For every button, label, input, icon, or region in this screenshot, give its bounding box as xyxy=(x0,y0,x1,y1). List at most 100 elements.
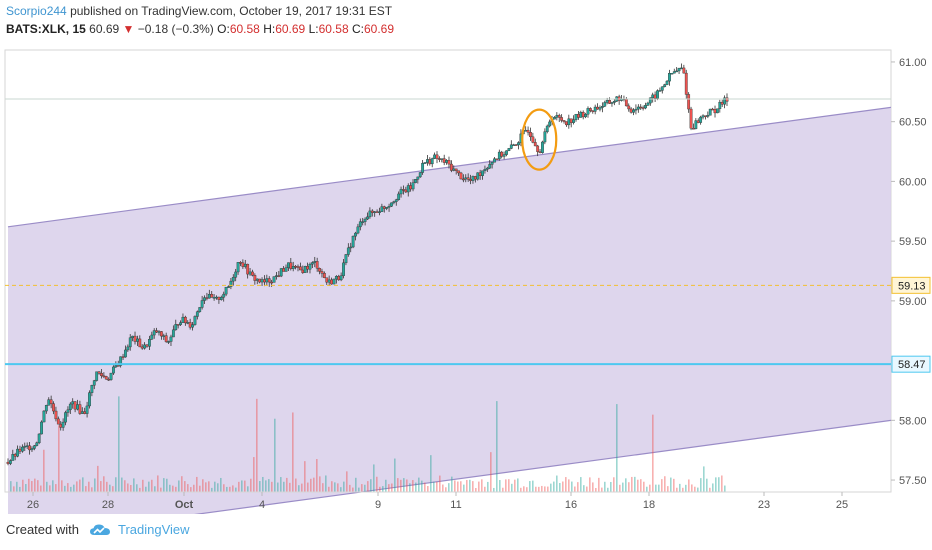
volume-bar xyxy=(163,478,165,492)
volume-bar xyxy=(316,459,318,492)
volume-bar xyxy=(622,482,624,492)
candle-body xyxy=(507,148,511,151)
volume-bar xyxy=(319,476,321,492)
candle-body xyxy=(212,297,216,299)
candle-body xyxy=(485,167,489,170)
volume-bar xyxy=(139,487,141,492)
volume-bar xyxy=(427,486,429,492)
high-label: H: xyxy=(263,22,276,36)
volume-bar xyxy=(664,476,666,492)
price-chart[interactable]: 61.00 60.50 60.00 59.50 59.00 58.00 57.50 59.13… xyxy=(0,44,932,514)
candle-body xyxy=(404,189,408,193)
candle-body xyxy=(653,94,657,99)
candle-body xyxy=(440,158,444,160)
candle-body xyxy=(402,189,405,191)
low-value: 60.58 xyxy=(318,22,349,36)
horizontal-lines xyxy=(5,98,891,366)
volume-bar xyxy=(190,487,192,492)
candle-body xyxy=(644,105,647,109)
volume-bar xyxy=(355,477,357,492)
price-axis[interactable]: 61.00 60.50 60.00 59.50 59.00 58.00 57.50 59.13… xyxy=(891,57,931,487)
candle-body xyxy=(186,322,190,324)
candle-body xyxy=(517,142,520,146)
candle-body xyxy=(464,177,468,180)
volume-bar xyxy=(76,481,78,492)
volume-bar xyxy=(460,481,462,492)
candle-body xyxy=(131,335,135,338)
candle-body xyxy=(378,211,381,213)
volume-bar xyxy=(700,478,702,492)
volume-bar xyxy=(433,481,435,492)
candle-body xyxy=(183,316,187,324)
candle-body xyxy=(40,421,43,435)
volume-bar xyxy=(517,478,519,492)
candle-body xyxy=(610,102,614,104)
volume-bar xyxy=(325,475,327,492)
volume-bar xyxy=(373,464,375,492)
candle-body xyxy=(37,433,41,444)
candle-body xyxy=(104,376,108,380)
x-tick-label: 28 xyxy=(102,499,114,511)
candle-body xyxy=(375,211,379,213)
candle-body xyxy=(16,448,19,457)
candle-body xyxy=(711,108,715,111)
publish-line: Scorpio244 published on TradingView.com,… xyxy=(6,4,392,18)
volume-bar xyxy=(388,484,390,492)
volume-bar xyxy=(166,478,168,492)
candle-body xyxy=(634,108,638,111)
candle-body xyxy=(646,102,650,106)
volume-bar xyxy=(232,485,234,492)
last-price: 60.69 xyxy=(89,22,120,36)
candle-body xyxy=(565,121,568,126)
symbol: BATS:XLK, 15 xyxy=(6,22,86,36)
tradingview-link[interactable]: TradingView xyxy=(118,522,190,537)
candle-body xyxy=(265,278,269,283)
candle-body xyxy=(277,275,281,277)
volume-bars xyxy=(10,396,726,492)
candle-body xyxy=(366,216,369,220)
volume-bar xyxy=(133,478,135,492)
volume-bar xyxy=(574,486,576,492)
time-axis[interactable]: 26 28 Oct 4 9 11 16 18 23 25 xyxy=(5,491,891,511)
candle-body xyxy=(54,410,58,420)
candle-body xyxy=(23,445,27,448)
candle-body xyxy=(112,366,115,374)
volume-bar xyxy=(52,480,54,492)
volume-bar xyxy=(241,480,243,492)
volume-bar xyxy=(286,477,288,492)
volume-bar xyxy=(238,481,240,492)
candle-body xyxy=(629,108,633,113)
candle-body xyxy=(449,163,453,171)
candle-body xyxy=(210,294,214,298)
volume-bar xyxy=(610,481,612,492)
candle-body xyxy=(680,67,683,70)
volume-bar xyxy=(685,484,687,492)
candle-body xyxy=(157,331,161,333)
volume-bar xyxy=(202,479,204,492)
candle-body xyxy=(490,162,494,165)
volume-bar xyxy=(361,484,363,492)
volume-bar xyxy=(457,481,459,492)
tradingview-cloud-icon xyxy=(89,524,110,535)
candle-body xyxy=(267,278,271,283)
x-tick-label: Oct xyxy=(175,499,194,511)
candle-body xyxy=(195,311,199,317)
volume-bar xyxy=(16,481,18,492)
author-link[interactable]: Scorpio244 xyxy=(6,4,67,18)
candle-body xyxy=(591,110,595,112)
candle-body xyxy=(720,101,724,105)
close-label: C: xyxy=(351,22,364,36)
volume-bar xyxy=(430,455,432,492)
candle-body xyxy=(531,136,535,143)
volume-bar xyxy=(520,487,522,492)
volume-bar xyxy=(595,487,597,492)
volume-bar xyxy=(337,483,339,492)
volume-bar xyxy=(598,477,600,492)
volume-bar xyxy=(61,480,63,492)
volume-bar xyxy=(568,479,570,492)
candle-body xyxy=(102,375,106,378)
volume-bar xyxy=(679,483,681,492)
candle-body xyxy=(579,111,583,118)
volume-bar xyxy=(382,486,384,492)
candle-body xyxy=(124,349,127,358)
